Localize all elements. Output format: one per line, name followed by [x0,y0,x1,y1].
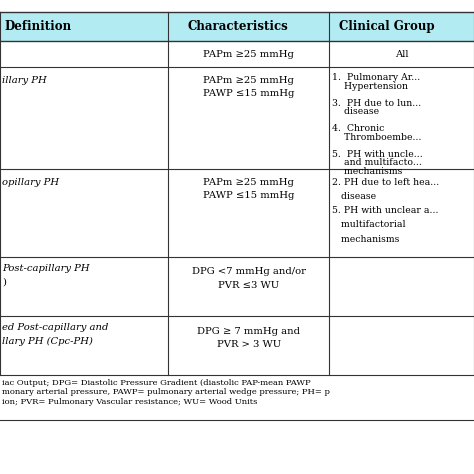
Text: iac Output; DPG= Diastolic Pressure Gradient (diastolic PAP-mean PAWP
monary art: iac Output; DPG= Diastolic Pressure Grad… [2,379,330,406]
Text: DPG ≥ 7 mmHg and: DPG ≥ 7 mmHg and [197,327,301,336]
Text: 5.  PH with uncle...: 5. PH with uncle... [332,150,422,159]
Text: 1.  Pulmonary Ar...: 1. Pulmonary Ar... [332,73,420,82]
Text: PVR ≤3 WU: PVR ≤3 WU [219,281,279,290]
Text: 2. PH due to left hea...: 2. PH due to left hea... [332,178,439,187]
Text: 4.  Chronic: 4. Chronic [332,124,384,133]
Bar [0,12,474,41]
Text: illary PH: illary PH [2,76,47,85]
Text: disease: disease [332,107,379,116]
Text: ed Post-capillary and: ed Post-capillary and [2,323,109,332]
Text: llary PH (Cpc-PH): llary PH (Cpc-PH) [2,337,93,346]
Text: mechanisms: mechanisms [332,167,402,176]
Text: Clinical Group: Clinical Group [339,20,435,33]
Text: PAPm ≥25 mmHg: PAPm ≥25 mmHg [203,76,294,85]
Text: Hypertension: Hypertension [332,82,408,91]
Text: ): ) [2,277,6,286]
Text: DPG <7 mmHg and/or: DPG <7 mmHg and/or [192,267,306,276]
Text: Definition: Definition [5,20,72,33]
Text: Thromboembe...: Thromboembe... [332,133,421,142]
Text: opillary PH: opillary PH [2,178,60,187]
Text: Post-capillary PH: Post-capillary PH [2,264,90,273]
Text: and multifacto...: and multifacto... [332,158,422,167]
Text: PAWP ≤15 mmHg: PAWP ≤15 mmHg [203,191,294,200]
Text: PAWP ≤15 mmHg: PAWP ≤15 mmHg [203,89,294,98]
Text: disease: disease [332,192,376,201]
Text: 3.  PH due to lun...: 3. PH due to lun... [332,99,421,108]
Text: mechanisms: mechanisms [332,235,399,244]
Text: PAPm ≥25 mmHg: PAPm ≥25 mmHg [203,178,294,187]
Text: multifactorial: multifactorial [332,220,405,229]
Text: All: All [395,50,409,59]
Text: PVR > 3 WU: PVR > 3 WU [217,340,281,349]
Text: Characteristics: Characteristics [187,20,288,33]
Text: PAPm ≥25 mmHg: PAPm ≥25 mmHg [203,50,294,59]
Text: 5. PH with unclear a...: 5. PH with unclear a... [332,206,438,215]
